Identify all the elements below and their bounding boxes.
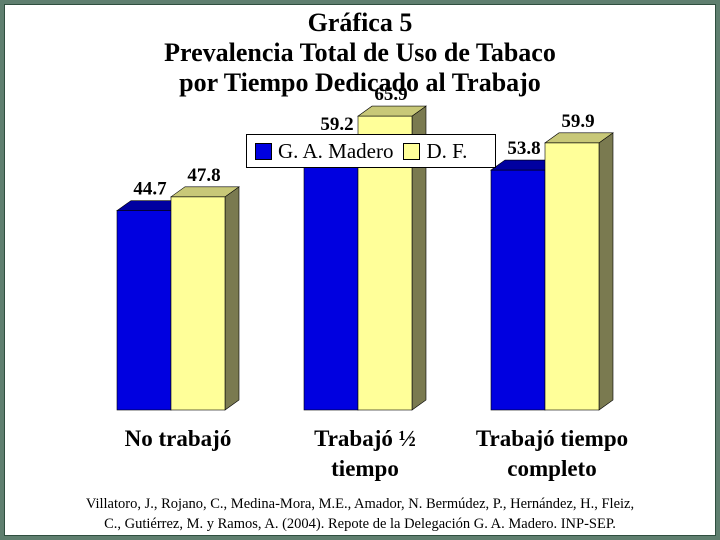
bar-top-cat1-s2	[170, 186, 240, 198]
data-label-cat1-s2: 47.8	[187, 165, 220, 186]
bar-cat3-s2	[544, 142, 600, 411]
category-label-2: Trabajó ½ tiempo	[314, 426, 416, 481]
bar-top-cat3-s2	[544, 132, 614, 144]
bar-side-cat3-s2	[598, 132, 614, 411]
category-label-1: No trabajó	[125, 426, 232, 451]
data-label-cat2-s1: 59.2	[320, 114, 353, 135]
bar-top-cat2-s2	[357, 105, 427, 117]
category-label-2-line-2: tiempo	[331, 456, 399, 481]
chart-legend: G. A. Madero D. F.	[246, 134, 496, 168]
category-label-1-line-1: No trabajó	[125, 426, 232, 451]
data-label-cat2-s2: 65.9	[374, 84, 407, 105]
bar-cat1-s1	[116, 210, 172, 411]
legend-label-ga-madero: G. A. Madero	[278, 138, 394, 163]
bar-cat3-s1	[490, 169, 546, 411]
legend-item-df: D. F.	[403, 139, 467, 164]
bar-cat2-s1	[303, 145, 359, 411]
chart-title-line-2: Prevalencia Total de Uso de Tabaco	[164, 38, 556, 67]
source-citation: Villatoro, J., Rojano, C., Medina-Mora, …	[20, 494, 700, 534]
chart-title-line-1: Gráfica 5	[307, 8, 413, 37]
data-label-cat1-s1: 44.7	[133, 179, 167, 200]
bar-side-cat1-s2	[224, 186, 240, 411]
data-label-cat3-s2: 59.9	[561, 111, 594, 132]
source-line-2: C., Gutiérrez, M. y Ramos, A. (2004). Re…	[104, 516, 616, 532]
legend-swatch-df	[403, 142, 421, 160]
source-line-1: Villatoro, J., Rojano, C., Medina-Mora, …	[85, 496, 635, 512]
category-label-3-line-2: completo	[507, 456, 596, 481]
data-label-cat3-s1: 53.8	[507, 138, 540, 159]
legend-label-df: D. F.	[426, 138, 468, 163]
bar-cat1-s2	[170, 196, 226, 411]
legend-swatch-ga-madero	[255, 142, 272, 160]
category-label-3-line-1: Trabajó tiempo	[476, 426, 628, 451]
chart-title: Gráfica 5 Prevalencia Total de Uso de Ta…	[0, 8, 720, 98]
category-label-2-line-1: Trabajó ½	[314, 426, 416, 451]
chart-title-line-3: por Tiempo Dedicado al Trabajo	[179, 68, 541, 97]
category-label-3: Trabajó tiempo completo	[476, 426, 628, 481]
legend-item-ga-madero: G. A. Madero	[255, 139, 393, 164]
